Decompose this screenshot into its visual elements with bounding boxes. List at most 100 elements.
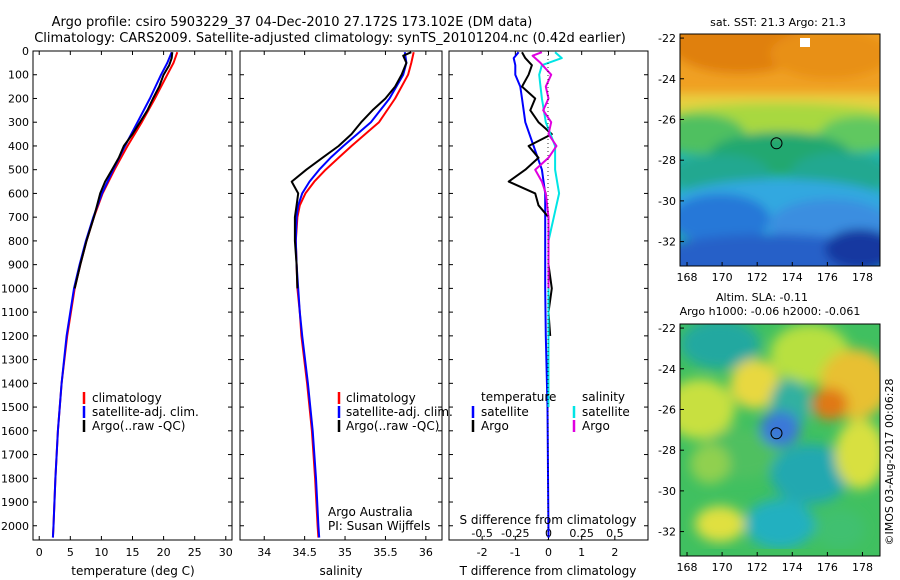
map-x-tick-label: 178 — [852, 271, 873, 284]
map-y-tick-label: -30 — [658, 485, 676, 498]
legend-argo-label: Argo(..raw -QC) — [346, 419, 439, 433]
y-tick-label: 1300 — [1, 354, 29, 367]
x-tick-label: 35.5 — [373, 546, 398, 559]
y-tick-label: 500 — [8, 164, 29, 177]
map-y-tick-label: -32 — [658, 236, 676, 249]
series-line-satellite-adj-clim- — [294, 52, 408, 538]
legend-argo-label: Argo(..raw -QC) — [92, 419, 185, 433]
map-y-tick-label: -26 — [658, 113, 676, 126]
x-tick-label: 10 — [94, 546, 108, 559]
legend-t-satellite-label: satellite — [481, 405, 529, 419]
legend-satellite-label: satellite-adj. clim. — [92, 405, 199, 419]
y-tick-label: 100 — [8, 69, 29, 82]
map-y-tick-label: -28 — [658, 154, 676, 167]
argo-float-location-marker — [770, 427, 783, 440]
map-y-tick-label: -32 — [658, 526, 676, 539]
sst-map-title: sat. SST: 21.3 Argo: 21.3 — [710, 16, 846, 29]
series-line-satellite-adj-clim- — [51, 51, 173, 538]
y-tick-label: 1700 — [1, 449, 29, 462]
legend-s-satellite-label: satellite — [582, 405, 630, 419]
x-tick-label: 34 — [257, 546, 271, 559]
y-tick-label: 1900 — [1, 496, 29, 509]
map-x-tick-label: 172 — [747, 271, 768, 284]
x-tick-label: -2 — [477, 546, 488, 559]
sla-map-title-line2: Argo h1000: -0.06 h2000: -0.061 — [680, 305, 861, 318]
x-tick-label: 30 — [219, 546, 233, 559]
difference-legend: temperature salinity satellite Argo sate… — [471, 390, 630, 433]
x-tick-label: 35 — [338, 546, 352, 559]
map-x-tick-label: 168 — [677, 561, 698, 574]
series-line-s-argo — [531, 51, 558, 289]
x-tick-label: 0 — [545, 546, 552, 559]
y-tick-label: 200 — [8, 92, 29, 105]
legend-temperature-title: temperature — [481, 390, 556, 404]
legend-climatology-label: climatology — [346, 391, 416, 405]
series-line-argo — [290, 51, 412, 289]
y-tick-label: 300 — [8, 116, 29, 129]
y-tick-label: 2000 — [1, 520, 29, 533]
figure-title-line2: Climatology: CARS2009. Satellite-adjuste… — [34, 31, 626, 46]
x-tick-label: 0 — [36, 546, 43, 559]
map-x-tick-label: 174 — [782, 271, 803, 284]
map-y-tick-label: -24 — [658, 73, 676, 86]
x-tick-label: 20 — [157, 546, 171, 559]
series-line-climatology — [51, 51, 179, 538]
series-line-s-satellite — [538, 51, 563, 408]
salinity-legend: climatology satellite-adj. clim. Argo(..… — [328, 391, 453, 533]
salinity-xlabel: salinity — [319, 564, 362, 578]
y-tick-label: 1500 — [1, 401, 29, 414]
sla-map-field — [680, 324, 880, 556]
temperature-legend: climatology satellite-adj. clim. Argo(..… — [82, 391, 199, 433]
y-tick-label: 600 — [8, 187, 29, 200]
sst-map — [679, 33, 881, 267]
x-tick-label: 1 — [578, 546, 585, 559]
sst-map-field — [680, 34, 880, 266]
y-tick-label: 1400 — [1, 377, 29, 390]
map-y-tick-label: -26 — [658, 403, 676, 416]
y-tick-label: 1200 — [1, 330, 29, 343]
series-line-argo — [73, 52, 174, 289]
map-x-tick-label: 172 — [747, 561, 768, 574]
y-tick-label: 1100 — [1, 306, 29, 319]
temperature-panel — [32, 50, 233, 541]
s-tick-label: -0.25 — [501, 527, 529, 540]
map-y-tick-label: -28 — [658, 444, 676, 457]
y-tick-label: 800 — [8, 235, 29, 248]
series-line-climatology — [294, 51, 415, 538]
map-x-tick-label: 176 — [817, 271, 838, 284]
s-diff-xlabel: S difference from climatology — [460, 513, 637, 527]
copyright-stamp: ©IMOS 03-Aug-2017 00:06:28 — [883, 379, 896, 546]
x-tick-label: 36 — [419, 546, 433, 559]
y-tick-label: 0 — [22, 45, 29, 58]
map-y-tick-label: -22 — [658, 32, 676, 45]
s-tick-label: 0.25 — [569, 527, 594, 540]
map-x-tick-label: 168 — [677, 271, 698, 284]
s-tick-label: 0.5 — [606, 527, 624, 540]
x-tick-label: 5 — [67, 546, 74, 559]
x-tick-label: 34.5 — [292, 546, 317, 559]
y-tick-label: 1800 — [1, 472, 29, 485]
map-x-tick-label: 170 — [712, 271, 733, 284]
pi-annotation: PI: Susan Wijffels — [328, 519, 430, 533]
figure-title-line1: Argo profile: csiro 5903229_37 04-Dec-20… — [52, 15, 533, 30]
y-tick-label: 400 — [8, 140, 29, 153]
salinity-panel — [239, 50, 443, 541]
sla-map — [679, 323, 881, 557]
s-tick-label: -0.5 — [471, 527, 492, 540]
legend-s-argo-label: Argo — [582, 419, 610, 433]
map-y-tick-label: -30 — [658, 195, 676, 208]
map-x-tick-label: 174 — [782, 561, 803, 574]
series-line-t-satellite — [512, 51, 550, 538]
t-diff-xlabel: T difference from climatology — [459, 564, 637, 578]
y-tick-label: 1000 — [1, 282, 29, 295]
x-tick-label: -1 — [510, 546, 521, 559]
temperature-xlabel: temperature (deg C) — [71, 564, 194, 578]
x-tick-label: 15 — [126, 546, 140, 559]
map-x-tick-label: 178 — [852, 561, 873, 574]
sla-map-title-line1: Altim. SLA: -0.11 — [716, 291, 808, 304]
legend-climatology-label: climatology — [92, 391, 162, 405]
legend-t-argo-label: Argo — [481, 419, 509, 433]
x-tick-label: 2 — [611, 546, 618, 559]
map-x-tick-label: 176 — [817, 561, 838, 574]
